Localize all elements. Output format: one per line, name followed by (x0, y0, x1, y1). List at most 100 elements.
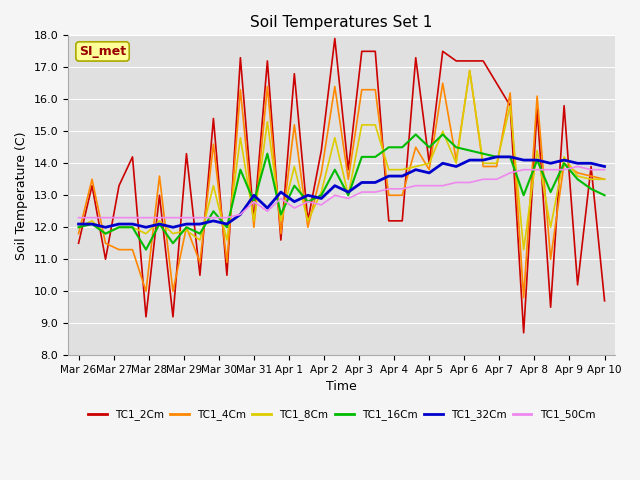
TC1_4Cm (493, 164, 500, 169)
TC1_2Cm (250, 218, 258, 224)
TC1_50Cm (588, 167, 595, 173)
TC1_4Cm (412, 144, 420, 150)
TC1_4Cm (588, 173, 595, 179)
TC1_16Cm (304, 199, 312, 204)
TC1_2Cm (547, 304, 554, 310)
TC1_16Cm (331, 167, 339, 173)
TC1_2Cm (560, 103, 568, 108)
TC1_16Cm (358, 154, 365, 160)
TC1_50Cm (304, 199, 312, 204)
TC1_50Cm (399, 186, 406, 192)
TC1_16Cm (452, 144, 460, 150)
TC1_50Cm (493, 176, 500, 182)
TC1_16Cm (115, 224, 123, 230)
TC1_50Cm (331, 192, 339, 198)
TC1_32Cm (506, 154, 514, 160)
TC1_50Cm (466, 180, 474, 185)
TC1_4Cm (466, 68, 474, 73)
TC1_4Cm (75, 231, 83, 237)
TC1_50Cm (426, 183, 433, 189)
TC1_16Cm (129, 224, 136, 230)
TC1_8Cm (237, 135, 244, 141)
TC1_50Cm (250, 199, 258, 204)
TC1_50Cm (88, 215, 96, 220)
TC1_2Cm (399, 218, 406, 224)
TC1_50Cm (115, 215, 123, 220)
TC1_16Cm (344, 192, 352, 198)
TC1_4Cm (560, 160, 568, 166)
TC1_8Cm (452, 160, 460, 166)
TC1_50Cm (129, 215, 136, 220)
TC1_4Cm (209, 141, 217, 147)
TC1_50Cm (344, 195, 352, 201)
TC1_16Cm (88, 221, 96, 227)
TC1_2Cm (601, 298, 609, 304)
TC1_32Cm (385, 173, 392, 179)
TC1_4Cm (399, 192, 406, 198)
TC1_32Cm (520, 157, 527, 163)
TC1_2Cm (506, 103, 514, 108)
TC1_50Cm (385, 186, 392, 192)
TC1_16Cm (479, 151, 487, 156)
TC1_32Cm (479, 157, 487, 163)
TC1_32Cm (169, 224, 177, 230)
TC1_50Cm (182, 215, 190, 220)
TC1_16Cm (399, 144, 406, 150)
TC1_2Cm (129, 154, 136, 160)
TC1_50Cm (102, 215, 109, 220)
TC1_2Cm (533, 106, 541, 112)
TC1_32Cm (264, 205, 271, 211)
TC1_50Cm (277, 195, 285, 201)
TC1_4Cm (331, 84, 339, 89)
TC1_4Cm (439, 81, 447, 86)
TC1_8Cm (182, 228, 190, 233)
TC1_8Cm (223, 237, 231, 243)
TC1_32Cm (209, 218, 217, 224)
TC1_2Cm (196, 272, 204, 278)
TC1_2Cm (493, 81, 500, 86)
TC1_16Cm (75, 224, 83, 230)
TC1_16Cm (547, 189, 554, 195)
TC1_16Cm (533, 157, 541, 163)
TC1_16Cm (169, 240, 177, 246)
TC1_50Cm (412, 183, 420, 189)
TC1_2Cm (209, 116, 217, 121)
TC1_16Cm (371, 154, 379, 160)
TC1_4Cm (385, 192, 392, 198)
TC1_2Cm (371, 48, 379, 54)
TC1_16Cm (196, 231, 204, 237)
TC1_4Cm (223, 260, 231, 265)
TC1_8Cm (115, 224, 123, 230)
TC1_50Cm (196, 215, 204, 220)
TC1_8Cm (601, 176, 609, 182)
TC1_16Cm (156, 221, 163, 227)
TC1_8Cm (493, 160, 500, 166)
TC1_16Cm (317, 192, 325, 198)
TC1_4Cm (601, 176, 609, 182)
TC1_8Cm (88, 218, 96, 224)
TC1_8Cm (344, 192, 352, 198)
TC1_2Cm (223, 272, 231, 278)
TC1_32Cm (102, 224, 109, 230)
TC1_16Cm (237, 167, 244, 173)
TC1_8Cm (533, 148, 541, 154)
TC1_8Cm (129, 224, 136, 230)
TC1_4Cm (264, 84, 271, 89)
TC1_32Cm (88, 221, 96, 227)
TC1_16Cm (223, 224, 231, 230)
TC1_2Cm (439, 48, 447, 54)
TC1_16Cm (601, 192, 609, 198)
TC1_8Cm (439, 129, 447, 134)
Line: TC1_16Cm: TC1_16Cm (79, 134, 605, 250)
TC1_8Cm (317, 189, 325, 195)
TC1_16Cm (102, 231, 109, 237)
TC1_4Cm (304, 224, 312, 230)
TC1_32Cm (223, 221, 231, 227)
TC1_4Cm (533, 93, 541, 99)
TC1_4Cm (102, 240, 109, 246)
TC1_4Cm (88, 176, 96, 182)
TC1_2Cm (182, 151, 190, 156)
TC1_50Cm (533, 167, 541, 173)
TC1_32Cm (304, 192, 312, 198)
TC1_2Cm (169, 314, 177, 320)
